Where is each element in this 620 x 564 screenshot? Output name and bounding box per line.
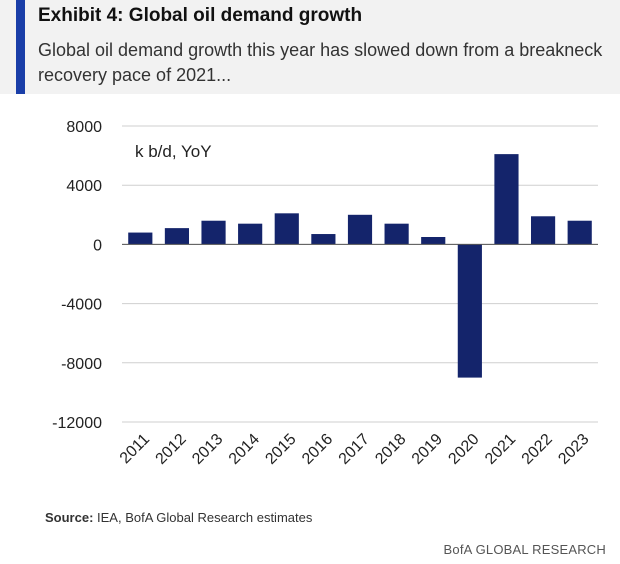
bar-2016 xyxy=(311,234,336,245)
source-text: IEA, BofA Global Research estimates xyxy=(93,510,313,525)
y-tick-label: -8000 xyxy=(61,356,102,373)
exhibit-title: Exhibit 4: Global oil demand growth xyxy=(38,5,363,26)
bar-2012 xyxy=(164,228,190,245)
bar-2014 xyxy=(238,223,263,245)
bar-2021 xyxy=(494,154,519,245)
x-tick-label: 2022 xyxy=(519,431,556,468)
x-tick-label: 2011 xyxy=(117,431,153,467)
exhibit-subtitle: Global oil demand growth this year has s… xyxy=(38,40,603,85)
bar-2017 xyxy=(347,214,373,245)
y-tick-label: -4000 xyxy=(61,297,102,314)
header-band xyxy=(0,0,620,94)
y-tick-label: -12000 xyxy=(52,415,102,432)
bar-2011 xyxy=(128,232,153,245)
x-tick-label: 2019 xyxy=(409,431,446,468)
bar-2015 xyxy=(274,213,299,245)
x-tick-label: 2014 xyxy=(226,431,263,468)
source-note: Source: IEA, BofA Global Research estima… xyxy=(45,510,312,525)
y-tick-label: 8000 xyxy=(66,119,102,136)
bar-2013 xyxy=(201,220,226,245)
x-tick-label: 2021 xyxy=(482,431,519,468)
bar-2023 xyxy=(567,220,592,245)
bar-2020 xyxy=(457,244,482,378)
accent-bar xyxy=(16,0,25,94)
brand-label: BofA GLOBAL RESEARCH xyxy=(443,542,606,557)
bar-2018 xyxy=(384,223,409,245)
x-tick-label: 2013 xyxy=(189,431,226,468)
x-tick-label: 2012 xyxy=(153,431,190,468)
y-axis-unit-label: k b/d, YoY xyxy=(135,142,212,161)
bar-2019 xyxy=(421,237,446,245)
x-tick-label: 2017 xyxy=(336,431,373,468)
x-tick-label: 2020 xyxy=(445,431,482,468)
x-tick-label: 2023 xyxy=(555,431,592,468)
y-tick-label: 4000 xyxy=(66,178,102,195)
y-tick-label: 0 xyxy=(93,237,102,254)
x-tick-label: 2018 xyxy=(372,431,409,468)
source-label: Source: xyxy=(45,510,94,525)
x-tick-label: 2015 xyxy=(262,431,299,468)
x-tick-label: 2016 xyxy=(299,431,336,468)
bar-2022 xyxy=(530,216,556,245)
